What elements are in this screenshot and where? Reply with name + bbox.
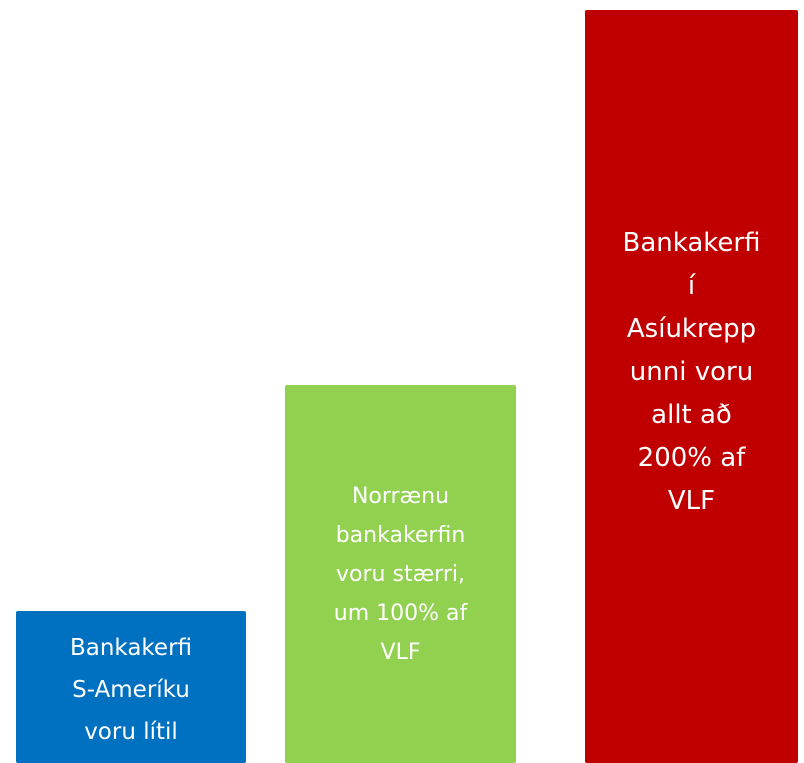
- box-text-line: VLF: [380, 639, 421, 665]
- green-box: Norrænu bankakerfin voru stærri, um 100% af…: [285, 385, 516, 763]
- box-text-line: bankakerfin: [335, 522, 466, 548]
- box-text-line: voru stærri,: [336, 561, 465, 587]
- box-text-line: VLF: [667, 486, 716, 516]
- box-text-line: um 100% af: [333, 600, 468, 626]
- box-text-line: allt að: [651, 400, 732, 430]
- box-text-line: S-Ameríku: [72, 677, 190, 703]
- box-text-line: í: [687, 271, 696, 301]
- box-text-line: Norrænu: [351, 483, 450, 509]
- box-text-line: Bankakerfi: [622, 228, 761, 258]
- box-text-line: voru lítil: [84, 719, 178, 745]
- box-text-line: unni voru: [629, 357, 754, 387]
- box-text-line: Asíukrepp: [626, 314, 757, 344]
- box-text-line: 200% af: [637, 443, 746, 473]
- box-text-line: Bankakerfi: [69, 635, 193, 661]
- red-box: Bankakerfi í Asíukrepp unni voru allt að 200%…: [585, 10, 798, 763]
- blue-box: Bankakerfi S-Ameríku voru lítil: [16, 611, 246, 763]
